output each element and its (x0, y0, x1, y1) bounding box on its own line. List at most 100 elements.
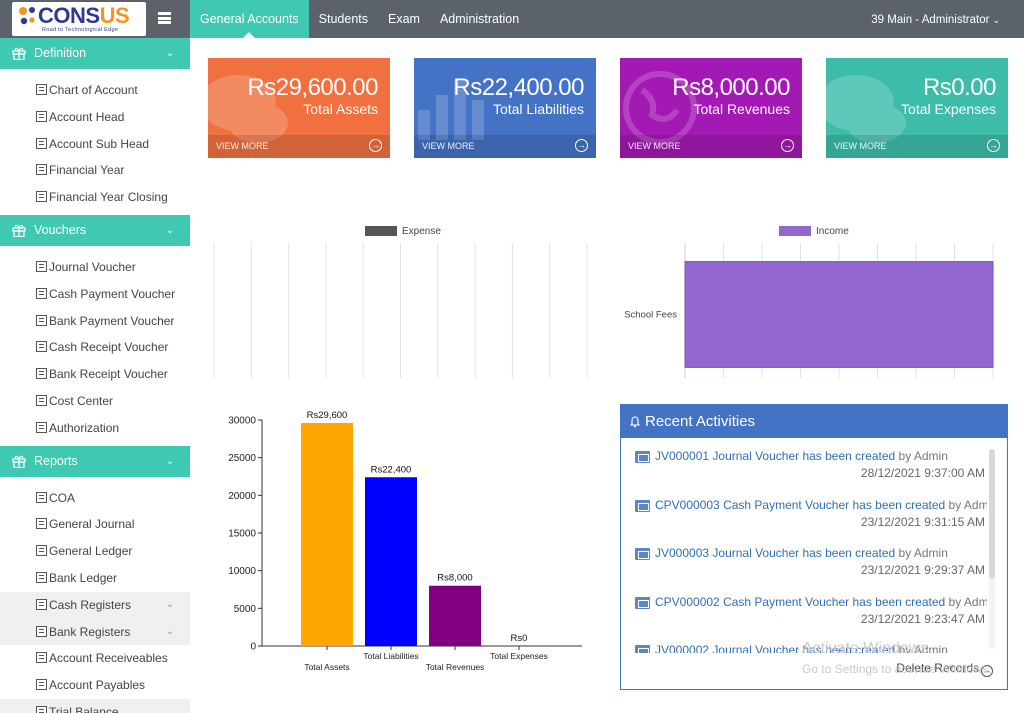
money-icon (635, 499, 650, 512)
card-amount: Rs0.00 (922, 74, 997, 101)
activity-by: by Admin (898, 643, 948, 653)
top-nav-general-accounts[interactable]: General Accounts (190, 0, 309, 38)
activity-code-link[interactable]: JV000002 (655, 643, 710, 653)
sidebar-item-financial-year-closing[interactable]: Financial Year Closing (0, 184, 190, 211)
chevron-down-icon: ⌄ (165, 224, 174, 236)
sidebar-item-financial-year[interactable]: Financial Year (0, 157, 190, 184)
document-icon (36, 110, 47, 122)
sidebar-item-bank-receipt-voucher[interactable]: Bank Receipt Voucher (0, 361, 190, 388)
card-view-more[interactable]: VIEW MORE → (414, 135, 596, 158)
activity-item: JV000003 Journal Voucher has been create… (633, 544, 987, 593)
chevron-down-icon: ⌄ (165, 455, 174, 467)
activity-text[interactable]: Journal Voucher has been created (712, 546, 896, 561)
menu-toggle-icon[interactable] (158, 12, 171, 26)
card-amount: Rs8,000.00 (672, 74, 790, 101)
document-icon (36, 191, 47, 203)
activity-text[interactable]: Journal Voucher has been created (712, 449, 896, 463)
activity-text[interactable]: Journal Voucher has been created (712, 643, 896, 653)
document-icon (36, 394, 47, 406)
document-icon (36, 545, 47, 557)
x-category-label: Total Revenues (426, 662, 485, 672)
activity-date: 23/12/2021 9:31:15 AM (860, 514, 985, 529)
card-view-more[interactable]: VIEW MORE → (826, 135, 1008, 158)
card-view-more[interactable]: VIEW MORE → (620, 135, 802, 158)
sidebar-item-cash-receipt-voucher[interactable]: Cash Receipt Voucher (0, 334, 190, 361)
user-menu[interactable]: 39 Main - Administrator ⌄ (871, 0, 1000, 40)
summary-bar (365, 477, 417, 646)
activity-by: by Admin (948, 497, 987, 512)
sidebar-item-trial-balance[interactable]: Trial Balance (0, 698, 190, 713)
sidebar-item-general-journal[interactable]: General Journal (0, 511, 190, 538)
card-total-assets: Rs29,600.00 Total Assets VIEW MORE → (208, 58, 390, 158)
document-icon (36, 314, 47, 326)
activity-list: JV000001 Journal Voucher has been create… (633, 447, 987, 653)
sidebar-item-coa[interactable]: COA (0, 485, 190, 512)
y-tick-label: 30000 (228, 416, 256, 427)
delete-records-link[interactable]: Delete Records → (896, 661, 993, 677)
arrow-right-circle-icon: → (781, 139, 794, 152)
sidebar-item-journal-voucher[interactable]: Journal Voucher (0, 254, 190, 281)
top-nav-administration[interactable]: Administration (439, 12, 520, 26)
gift-icon (12, 224, 26, 237)
calendar-icon (635, 548, 650, 561)
scrollbar-thumb[interactable] (989, 449, 995, 579)
calendar-icon (635, 645, 650, 653)
sidebar-item-chart-of-account[interactable]: Chart of Account (0, 77, 190, 104)
activity-text[interactable]: Cash Payment Voucher has been created (723, 594, 946, 609)
sidebar-item-account-receiveables[interactable]: Account Receiveables (0, 645, 190, 672)
sidebar-item-cost-center[interactable]: Cost Center (0, 388, 190, 415)
chevron-down-icon: ⌄ (165, 48, 174, 59)
sidebar-item-authorization[interactable]: Authorization (0, 415, 190, 442)
activity-code-link[interactable]: JV000001 (655, 449, 710, 463)
gift-icon (12, 47, 26, 60)
view-more-label: VIEW MORE (628, 141, 681, 151)
card-total-revenues: Rs8,000.00 Total Revenues VIEW MORE → (620, 58, 802, 158)
sidebar-item-account-sub-head[interactable]: Account Sub Head (0, 131, 190, 158)
top-nav: General Accounts Students Exam Administr… (190, 0, 529, 38)
calendar-icon (635, 451, 650, 463)
bar-data-label: Rs29,600 (307, 410, 348, 421)
card-view-more[interactable]: VIEW MORE → (208, 135, 390, 158)
y-tick-label: 0 (250, 642, 256, 653)
chevron-down-icon: ⌄ (165, 598, 174, 610)
sidebar-section-vouchers[interactable]: Vouchers ⌄ (0, 214, 190, 246)
activity-text[interactable]: Cash Payment Voucher has been created (723, 497, 946, 512)
sidebar-section-definition[interactable]: Definition ⌄ (0, 38, 190, 69)
logo-tagline: Road to Technological Edge (42, 27, 119, 33)
document-icon (36, 518, 47, 530)
x-category-label: Total Liabilities (363, 651, 418, 661)
activity-code-link[interactable]: CPV000002 (655, 594, 720, 609)
expense-chart: Expense00.10.20.30.40.50.60.70.80.91.0 (213, 226, 588, 378)
top-nav-exam[interactable]: Exam (388, 12, 420, 26)
sidebar-item-cash-payment-voucher[interactable]: Cash Payment Voucher (0, 281, 190, 308)
sidebar-item-bank-ledger[interactable]: Bank Ledger (0, 565, 190, 592)
legend-label: Income (816, 226, 849, 237)
activity-code-link[interactable]: CPV000003 (655, 497, 720, 512)
sidebar-item-general-ledger[interactable]: General Ledger (0, 538, 190, 565)
document-icon (36, 491, 47, 503)
view-more-label: VIEW MORE (834, 141, 887, 151)
top-nav-students[interactable]: Students (318, 12, 369, 26)
sidebar-section-reports[interactable]: Reports ⌄ (0, 445, 190, 477)
y-tick-label: 25000 (228, 453, 256, 464)
sidebar-item-account-head[interactable]: Account Head (0, 104, 190, 131)
activity-item: JV000001 Journal Voucher has been create… (633, 447, 987, 496)
arrow-right-circle-icon: → (981, 665, 993, 677)
y-tick-label: 5000 (234, 604, 257, 615)
sidebar-item-account-payables[interactable]: Account Payables (0, 672, 190, 699)
recent-activities-panel: Recent Activities JV000001 Journal Vouch… (620, 404, 1008, 690)
sidebar-item-cash-registers[interactable]: Cash Registers ⌄ (0, 591, 190, 619)
card-amount: Rs22,400.00 (453, 74, 584, 101)
money-icon (635, 596, 650, 609)
activity-code-link[interactable]: JV000003 (655, 546, 710, 561)
gift-icon (12, 455, 26, 468)
arrow-right-circle-icon: → (369, 139, 382, 152)
card-label: Total Expenses (901, 101, 996, 117)
sidebar-item-bank-payment-voucher[interactable]: Bank Payment Voucher (0, 308, 190, 335)
summary-bar (429, 585, 481, 646)
app-logo[interactable]: CONSUS Road to Technological Edge (12, 2, 146, 36)
income-chart: Income01,0002,0003,0004,0005,0006,0007,0… (624, 226, 994, 378)
activity-date: 28/12/2021 9:37:00 AM (860, 466, 985, 480)
card-label: Total Revenues (693, 101, 790, 117)
sidebar-item-bank-registers[interactable]: Bank Registers ⌄ (0, 618, 190, 646)
